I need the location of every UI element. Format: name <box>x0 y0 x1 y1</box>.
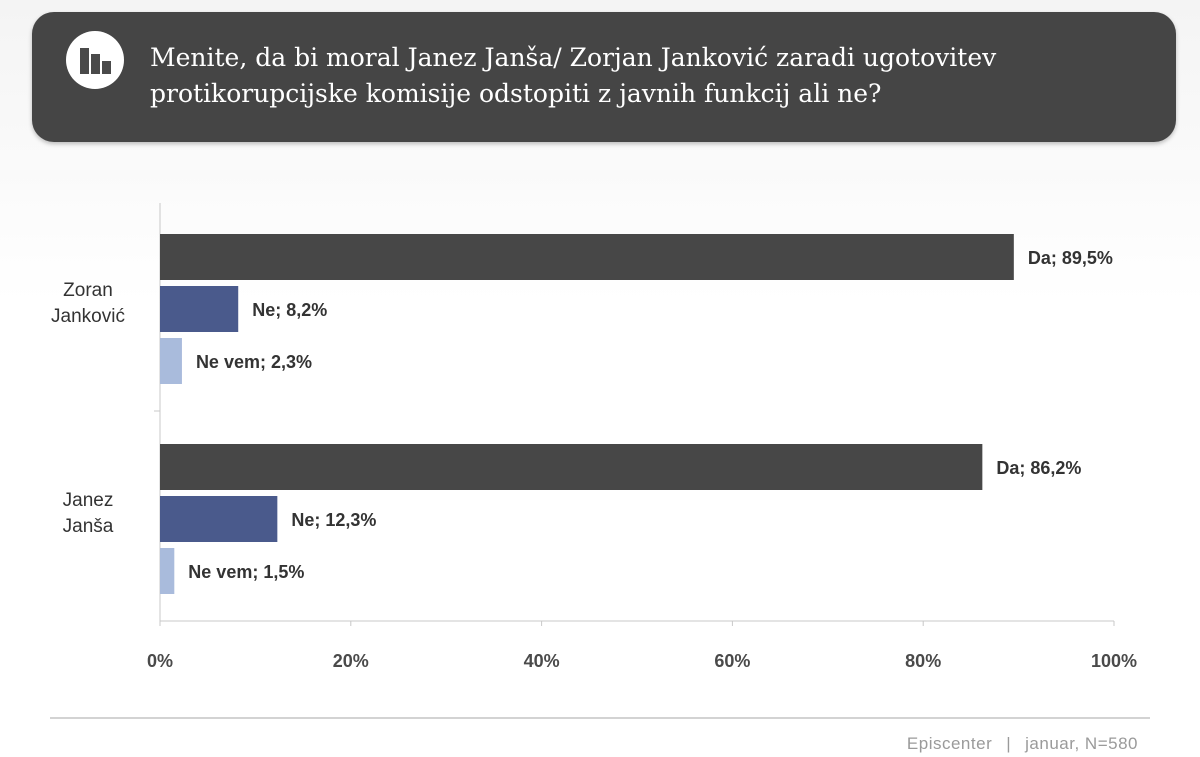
category-label: Janković <box>51 306 125 327</box>
data-label: Ne vem; 1,5% <box>188 562 304 582</box>
x-tick-label: 20% <box>333 651 369 671</box>
source-label: Episcenter <box>906 734 993 753</box>
x-tick-label: 0% <box>147 651 173 671</box>
data-label: Ne; 12,3% <box>291 510 376 530</box>
bar-ne-vem <box>160 338 182 384</box>
bar-ne <box>160 286 239 332</box>
x-tick-label: 60% <box>714 651 750 671</box>
bar-da <box>160 444 983 490</box>
x-tick-label: 100% <box>1091 651 1137 671</box>
footer-separator: | <box>1006 734 1012 753</box>
x-tick-label: 40% <box>524 651 560 671</box>
sample-note: januar, N=580 <box>1025 734 1138 753</box>
category-label: Janez <box>63 490 114 511</box>
bar-ne <box>160 496 278 542</box>
data-label: Da; 89,5% <box>1028 248 1113 268</box>
data-label: Da; 86,2% <box>996 458 1081 478</box>
bar-da <box>160 234 1014 280</box>
data-label: Ne vem; 2,3% <box>196 352 312 372</box>
category-label: Janša <box>63 516 114 537</box>
bar-chart-icon <box>66 31 124 89</box>
bar-ne-vem <box>160 548 175 594</box>
chart-header: Menite, da bi moral Janez Janša/ Zorjan … <box>32 12 1176 142</box>
x-tick-label: 80% <box>905 651 941 671</box>
footer-divider <box>50 717 1150 719</box>
chart-title: Menite, da bi moral Janez Janša/ Zorjan … <box>150 43 997 108</box>
data-label: Ne; 8,2% <box>252 300 327 320</box>
category-label: Zoran <box>63 280 113 301</box>
footer: Episcenter | januar, N=580 <box>907 734 1138 754</box>
